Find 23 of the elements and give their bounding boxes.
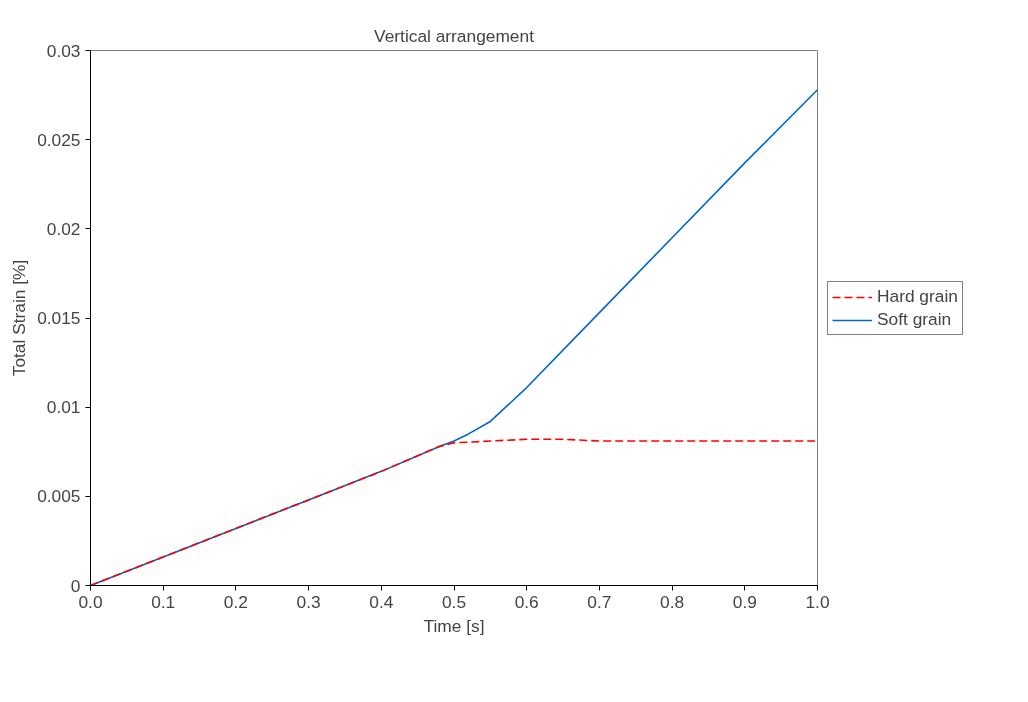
y-tick-label: 0.03 <box>46 40 81 61</box>
x-tick-label: 0.6 <box>514 591 539 612</box>
x-tick-label: 0.1 <box>151 591 176 612</box>
chart-title: Vertical arrangement <box>374 25 535 46</box>
x-tick-label: 0.5 <box>441 591 467 612</box>
x-tick-label: 1.0 <box>805 591 830 612</box>
y-tick-label: 0.005 <box>37 486 81 507</box>
x-tick-label: 0.8 <box>660 591 685 612</box>
x-tick-label: 0.2 <box>223 591 248 612</box>
y-tick-label: 0.02 <box>46 218 81 239</box>
y-tick-label: 0.01 <box>46 397 81 418</box>
x-tick-label: 0.3 <box>296 591 321 612</box>
x-tick-label: 0.7 <box>587 591 612 612</box>
x-tick-label: 0.4 <box>369 591 394 612</box>
y-tick-label: 0.025 <box>37 129 81 150</box>
x-tick-label: 0.9 <box>732 591 757 612</box>
y-tick-label: 0.015 <box>37 308 81 328</box>
x-tick-label: 0.0 <box>78 591 103 612</box>
legend-label: Hard grain <box>877 286 958 307</box>
legend-label: Soft grain <box>877 309 952 330</box>
y-axis-title: Total Strain [%] <box>9 259 30 377</box>
y-tick-label: 0 <box>70 575 81 596</box>
x-axis-title: Time [s] <box>423 615 485 636</box>
